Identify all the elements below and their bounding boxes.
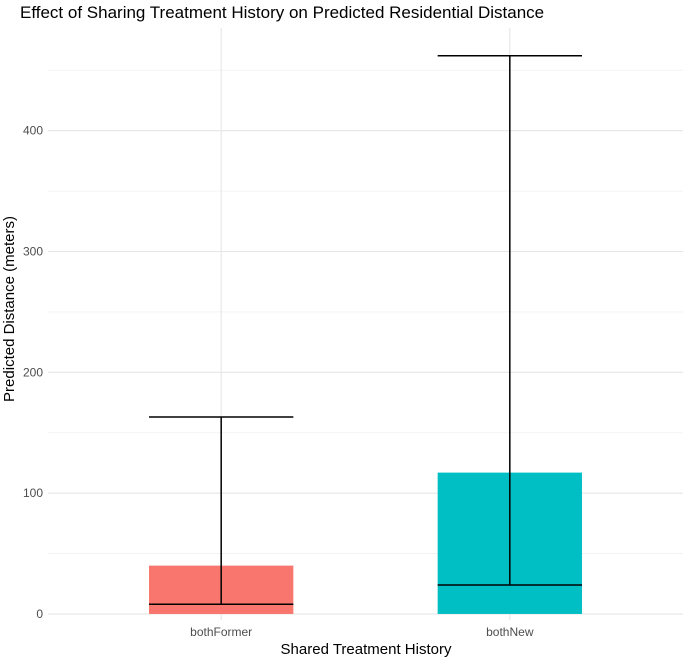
y-tick-label: 0	[36, 607, 43, 621]
y-tick-label: 400	[23, 124, 43, 138]
error-bar-bothFormer	[149, 416, 294, 606]
grid-lines	[48, 28, 683, 620]
y-axis-ticks: 0 100 200 300 400	[23, 124, 43, 621]
x-axis-ticks: bothFormer bothNew	[190, 625, 534, 639]
x-tick-label: bothFormer	[190, 625, 252, 639]
x-axis-title: Shared Treatment History	[281, 641, 452, 658]
y-axis-title: Predicted Distance (meters)	[1, 216, 18, 402]
error-bars	[149, 55, 582, 606]
y-tick-label: 200	[23, 365, 43, 379]
chart-title: Effect of Sharing Treatment History on P…	[20, 3, 544, 22]
y-tick-label: 100	[23, 486, 43, 500]
bars	[149, 472, 582, 614]
y-tick-label: 300	[23, 245, 43, 259]
x-tick-label: bothNew	[486, 625, 534, 639]
error-bar-bothNew	[437, 55, 582, 586]
